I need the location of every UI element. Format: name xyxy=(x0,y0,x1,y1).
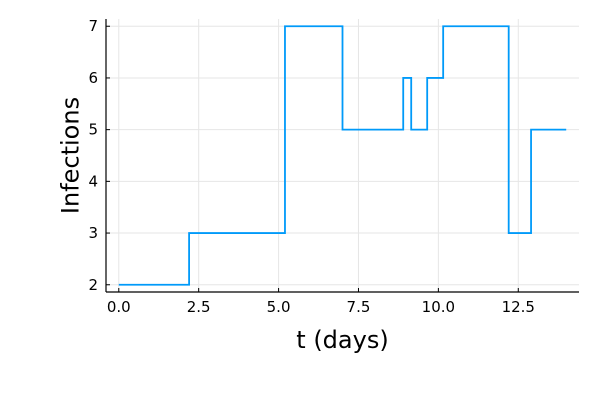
x-tick-label: 12.5 xyxy=(502,298,535,316)
axes xyxy=(105,19,579,293)
x-axis-title: t (days) xyxy=(296,326,388,354)
x-tick-label: 0.0 xyxy=(107,298,131,316)
y-tick-label: 3 xyxy=(88,224,98,242)
y-axis-title: Infections xyxy=(56,97,84,214)
series xyxy=(118,25,567,286)
y-tick-label: 7 xyxy=(88,17,98,35)
y-tick-label: 5 xyxy=(88,121,98,139)
x-tick-label: 7.5 xyxy=(347,298,371,316)
ticks: 0.0 2.5 5.0 7.5 10.0 12.5 2 3 4 5 6 7 xyxy=(88,17,535,316)
x-tick-label: 5.0 xyxy=(267,298,291,316)
y-tick-label: 2 xyxy=(88,276,98,294)
y-tick-label: 4 xyxy=(88,172,98,190)
y-tick-label: 6 xyxy=(88,69,98,87)
infections-step-line xyxy=(118,25,567,286)
x-tick-label: 10.0 xyxy=(422,298,455,316)
x-tick-label: 2.5 xyxy=(187,298,211,316)
